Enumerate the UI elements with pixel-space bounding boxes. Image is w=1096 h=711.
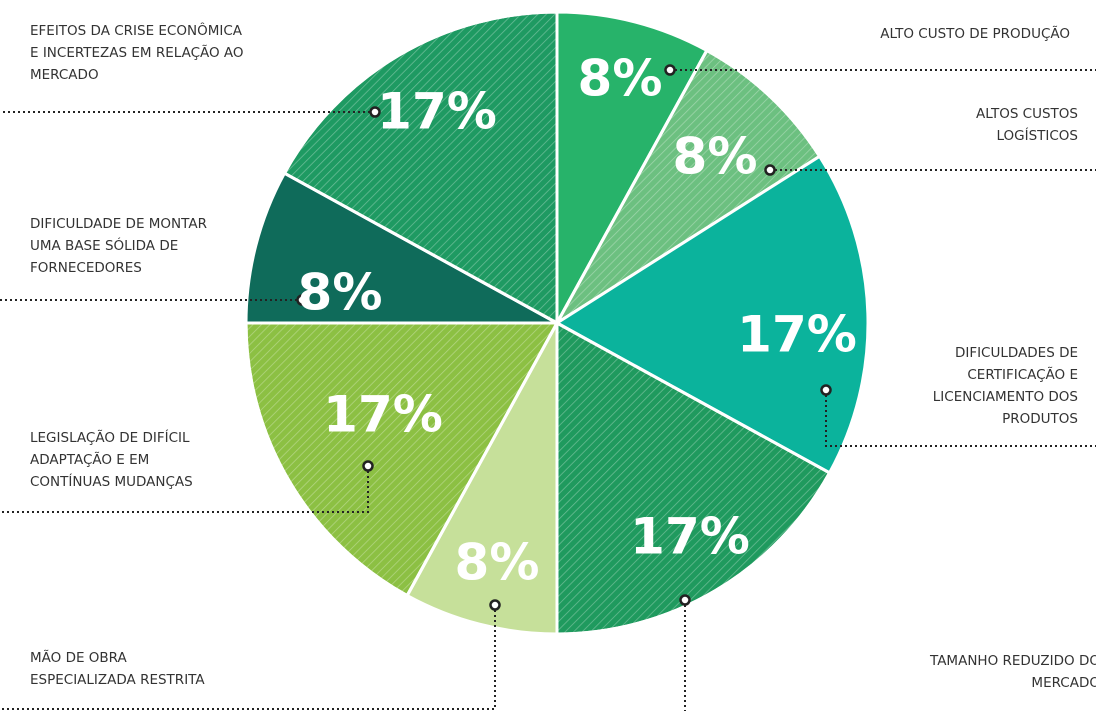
leader-line [0,466,369,513]
slice-label: UMA BASE SÓLIDA DE [30,236,178,254]
leader-dot [489,599,501,611]
slice-label: ADAPTAÇÃO E EM [30,451,149,468]
slice-label: FORNECEDORES [30,260,142,276]
value-label: 17% [323,386,443,444]
slice-hatch [282,10,559,326]
slice-label: PRODUTOS [1002,411,1078,427]
leader-dot [764,164,776,176]
leader-dot [369,106,381,118]
pie-slice [405,322,559,636]
slice-label: MERCADO [30,67,99,83]
slice-label: EFEITOS DA CRISE ECONÔMICA [30,21,243,39]
slice-label: CERTIFICAÇÃO E [967,366,1078,383]
leader-dot [296,294,308,306]
slice-label: ESPECIALIZADA RESTRITA [30,672,205,688]
slice-label: DIFICULDADE DE MONTAR [30,216,207,232]
slice-label: LICENCIAMENTO DOS [933,389,1078,405]
slice-label: LOGÍSTICOS [996,127,1078,144]
value-label: 17% [737,306,857,364]
slice-hatch [244,321,560,598]
slice-label: ALTOS CUSTOS [976,106,1078,122]
slice-hatch [555,320,832,636]
slice-hatch [555,48,822,325]
value-label: 8% [298,264,383,322]
leader-dot [820,384,832,396]
pie-slice [244,171,558,325]
slice-label: E INCERTEZAS EM RELAÇÃO AO [30,44,244,61]
value-label: 8% [455,534,540,592]
leader-dot [664,64,676,76]
slice-label: ALTO CUSTO DE PRODUÇÃO [880,25,1070,42]
slice-label: MERCADO [1031,675,1096,691]
value-label: 8% [673,128,758,186]
slice-label: LEGISLAÇÃO DE DIFÍCIL [30,429,190,446]
pie-slice [554,154,870,475]
slice-label: TAMANHO REDUZIDO DO [929,653,1096,669]
pie-slice [555,10,709,324]
leader-dot [679,594,691,606]
slice-label: CONTÍNUAS MUDANÇAS [30,473,193,490]
slice-label: DIFICULDADES DE [955,345,1078,361]
value-label: 17% [630,508,750,566]
leader-dot [362,460,374,472]
slice-label: MÃO DE OBRA [30,649,127,666]
leader-line [825,390,1096,447]
value-label: 8% [578,50,663,108]
value-label: 17% [377,83,497,141]
